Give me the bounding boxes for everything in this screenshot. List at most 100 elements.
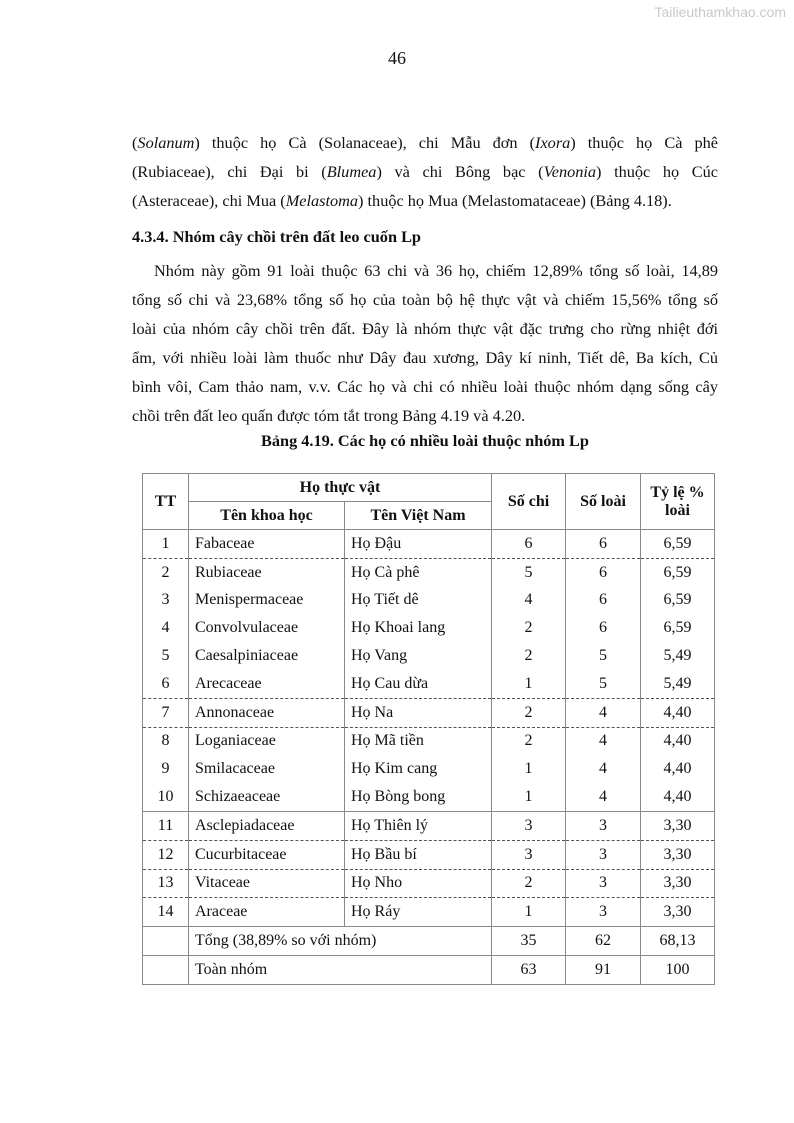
cell-chi: 4 [491, 586, 566, 615]
cell-tt: 13 [142, 869, 189, 899]
intro-paragraph: (Solanum) thuộc họ Cà (Solanaceae), chi … [132, 128, 718, 215]
cell-chi: 2 [491, 698, 566, 728]
cell-tt: 1 [142, 529, 189, 559]
cell-chi: 2 [491, 614, 566, 643]
cell-tt: 5 [142, 642, 189, 670]
cell-vn: Họ Cau dừa [344, 669, 492, 699]
section-heading: 4.3.4. Nhóm cây chồi trên đất leo cuốn L… [132, 227, 421, 246]
table-row: 1 Fabaceae Họ Đậu 6 6 6,59 [142, 529, 715, 559]
watermark: Tailieuthamkhao.com [654, 4, 786, 20]
cell-sci: Arecaceae [188, 669, 345, 699]
table-row: 8 Loganiaceae Họ Mã tiền 2 4 4,40 [142, 727, 715, 756]
cell-tt: 9 [142, 755, 189, 784]
header-group: Họ thực vật [188, 473, 492, 502]
cell-vn: Họ Vang [344, 642, 492, 670]
cell-sci: Cucurbitaceae [188, 840, 345, 870]
table-row: 11 Asclepiadaceae Họ Thiên lý 3 3 3,30 [142, 811, 715, 841]
cell-loai: 91 [565, 955, 641, 985]
cell-sci: Schizaeaceae [188, 783, 345, 812]
cell-chi: 63 [491, 955, 566, 985]
text-line: loài của nhóm cây chồi trên đất. Đây là … [132, 319, 718, 338]
table-row: 7 Annonaceae Họ Na 2 4 4,40 [142, 698, 715, 728]
cell-vn: Họ Thiên lý [344, 811, 492, 841]
cell-chi: 5 [491, 558, 566, 587]
header-chi: Số chi [491, 473, 566, 530]
cell-vn: Họ Đậu [344, 529, 492, 559]
cell-vn: Họ Bòng bong [344, 783, 492, 812]
cell-loai: 6 [565, 558, 641, 587]
cell-chi: 2 [491, 869, 566, 899]
cell-empty [142, 926, 189, 956]
table-row: 9 Smilacaceae Họ Kim cang 1 4 4,40 [142, 755, 715, 784]
cell-ratio: 6,59 [640, 529, 715, 559]
cell-chi: 1 [491, 669, 566, 699]
cell-sci: Fabaceae [188, 529, 345, 559]
cell-sci: Vitaceae [188, 869, 345, 899]
text-line: (Rubiaceae), chi Đại bi (Blumea) và chi … [132, 162, 719, 181]
cell-ratio: 5,49 [640, 642, 715, 670]
page-number: 46 [388, 48, 406, 68]
cell-loai: 6 [565, 529, 641, 559]
cell-label: Toàn nhóm [188, 955, 492, 985]
cell-ratio: 6,59 [640, 586, 715, 615]
text-line: (Asteraceae), chi Mua (Melastoma) thuộc … [132, 191, 672, 210]
cell-ratio: 3,30 [640, 840, 715, 870]
cell-sci: Menispermaceae [188, 586, 345, 615]
cell-label: Tổng (38,89% so với nhóm) [188, 926, 492, 956]
cell-tt: 8 [142, 727, 189, 756]
table-row: 10 Schizaeaceae Họ Bòng bong 1 4 4,40 [142, 783, 715, 812]
text-line: bình vôi, Cam thảo nam, v.v. Các họ và c… [132, 377, 718, 396]
table-row: 4 Convolvulaceae Họ Khoai lang 2 6 6,59 [142, 614, 715, 643]
cell-loai: 6 [565, 586, 641, 615]
table-caption: Bảng 4.19. Các họ có nhiều loài thuộc nh… [261, 431, 589, 450]
cell-ratio: 5,49 [640, 669, 715, 699]
header-sci: Tên khoa học [188, 501, 345, 530]
cell-loai: 5 [565, 642, 641, 670]
summary-row: Tổng (38,89% so với nhóm) 35 62 68,13 [142, 926, 715, 956]
cell-loai: 6 [565, 614, 641, 643]
header-ratio: Tỷ lệ % loài [640, 473, 715, 530]
cell-sci: Asclepiadaceae [188, 811, 345, 841]
cell-vn: Họ Ráy [344, 897, 492, 928]
cell-tt: 4 [142, 614, 189, 643]
cell-vn: Họ Khoai lang [344, 614, 492, 643]
text-line: chồi trên đất leo quấn được tóm tắt tron… [132, 406, 526, 425]
table-row: 3 Menispermaceae Họ Tiết dê 4 6 6,59 [142, 586, 715, 615]
cell-chi: 6 [491, 529, 566, 559]
cell-chi: 3 [491, 811, 566, 841]
cell-loai: 62 [565, 926, 641, 956]
cell-loai: 3 [565, 869, 641, 899]
header-tt: TT [142, 473, 189, 530]
cell-vn: Họ Na [344, 698, 492, 728]
table-row: 14 Araceae Họ Ráy 1 3 3,30 [142, 897, 715, 928]
cell-tt: 12 [142, 840, 189, 870]
cell-sci: Loganiaceae [188, 727, 345, 756]
cell-vn: Họ Nho [344, 869, 492, 899]
cell-loai: 4 [565, 698, 641, 728]
cell-chi: 2 [491, 727, 566, 756]
cell-loai: 4 [565, 727, 641, 756]
cell-loai: 3 [565, 840, 641, 870]
cell-sci: Convolvulaceae [188, 614, 345, 643]
cell-vn: Họ Bầu bí [344, 840, 492, 870]
cell-vn: Họ Tiết dê [344, 586, 492, 615]
cell-ratio: 4,40 [640, 783, 715, 812]
cell-tt: 7 [142, 698, 189, 728]
body-paragraph: Nhóm này gồm 91 loài thuộc 63 chi và 36 … [132, 256, 718, 430]
cell-chi: 35 [491, 926, 566, 956]
text-line: (Solanum) thuộc họ Cà (Solanaceae), chi … [132, 133, 719, 152]
cell-sci: Caesalpiniaceae [188, 642, 345, 670]
cell-chi: 3 [491, 840, 566, 870]
cell-ratio: 6,59 [640, 558, 715, 587]
cell-tt: 2 [142, 558, 189, 587]
cell-loai: 4 [565, 755, 641, 784]
families-table: TT Họ thực vật Số chi Số loài Tỷ lệ % lo… [142, 473, 715, 985]
header-vn: Tên Việt Nam [344, 501, 492, 530]
cell-ratio: 3,30 [640, 811, 715, 841]
cell-ratio: 4,40 [640, 755, 715, 784]
cell-empty [142, 955, 189, 985]
table-row: 2 Rubiaceae Họ Cà phê 5 6 6,59 [142, 558, 715, 587]
cell-vn: Họ Kim cang [344, 755, 492, 784]
table-row: 6 Arecaceae Họ Cau dừa 1 5 5,49 [142, 669, 715, 699]
text-line: ẩm, với nhiều loài làm thuốc như Dây đau… [132, 348, 718, 367]
